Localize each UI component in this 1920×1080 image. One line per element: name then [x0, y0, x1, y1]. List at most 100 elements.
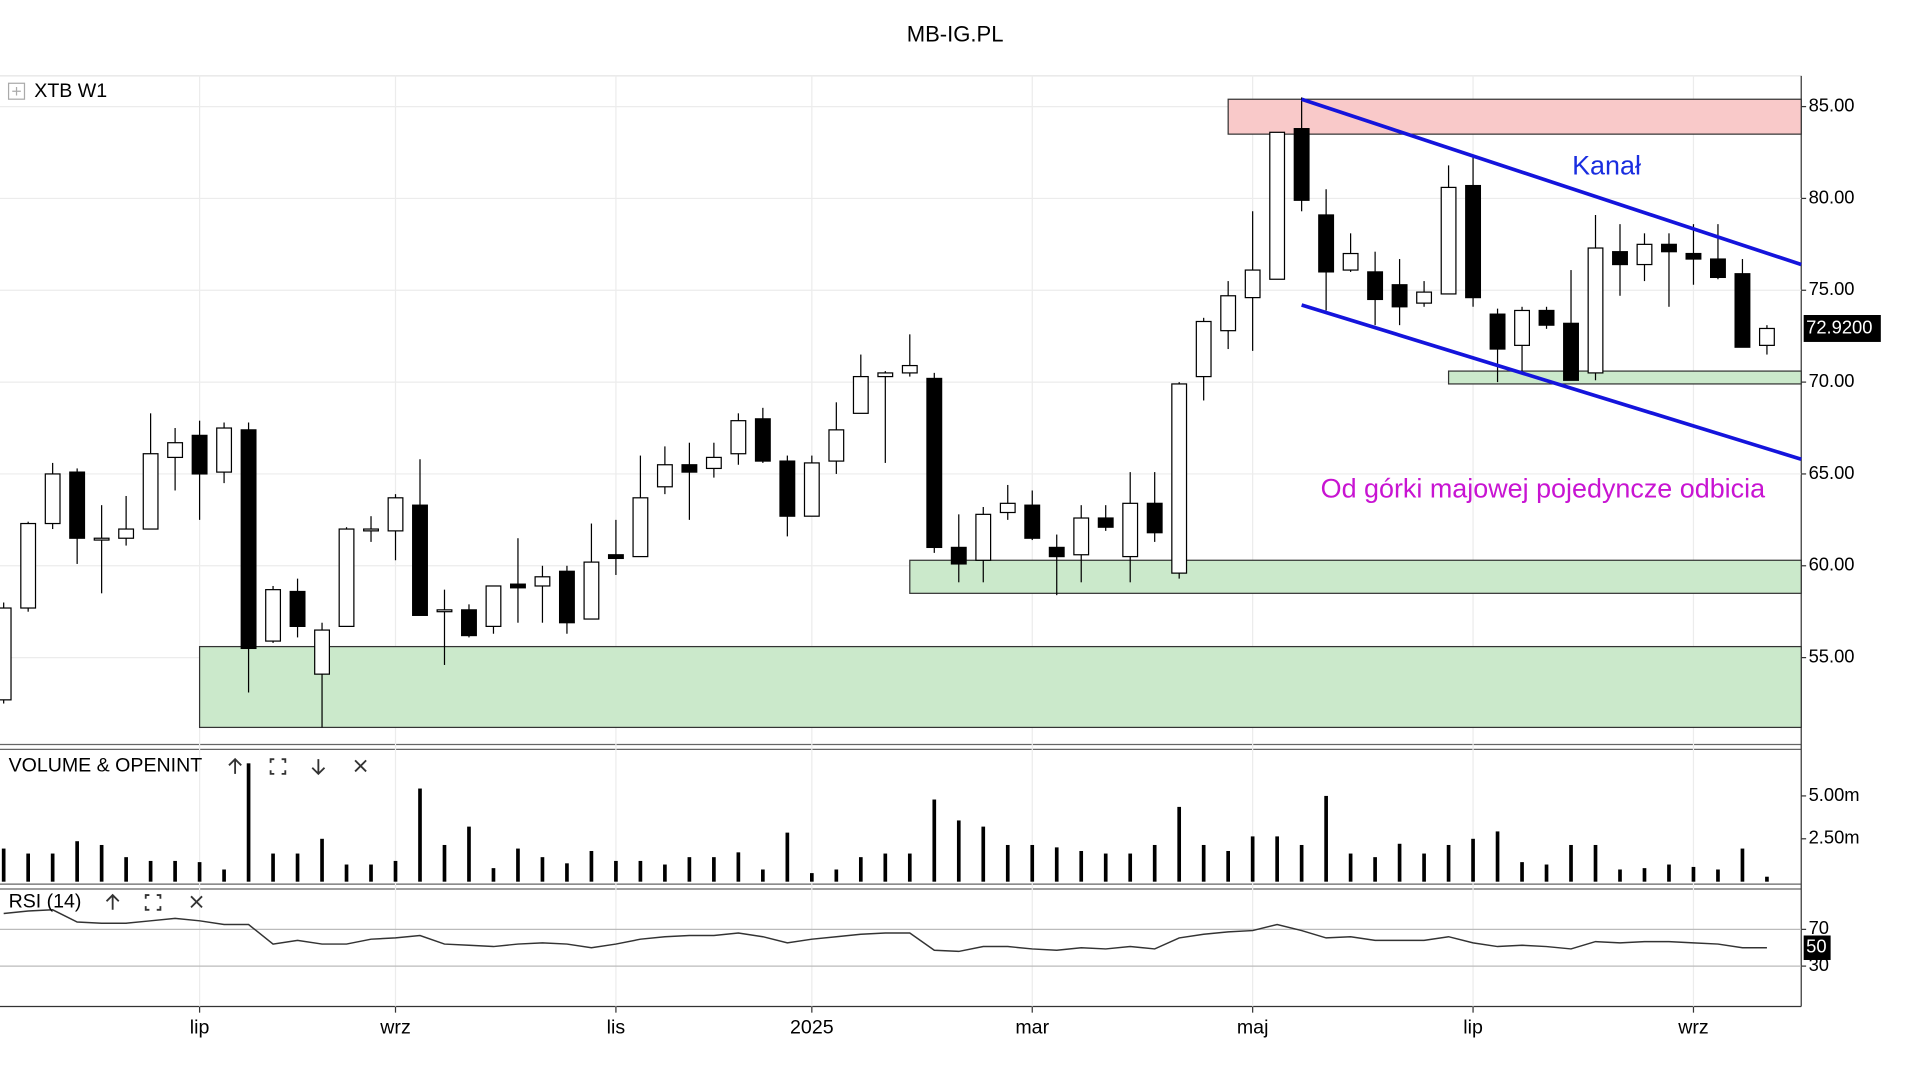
volume-bar [1324, 795, 1328, 882]
candle-body [338, 528, 355, 627]
volume-bar [1495, 831, 1500, 882]
candle-body [69, 471, 86, 539]
volume-bar [858, 857, 863, 882]
candle-body [44, 473, 61, 525]
volume-bar [1740, 848, 1745, 882]
panel-label: RSI (14) [9, 891, 82, 913]
candle-body [681, 464, 698, 473]
y-tick-label: 55.00 [1809, 645, 1855, 666]
close-icon[interactable] [190, 895, 203, 908]
volume-bar [589, 850, 594, 882]
volume-bar [50, 853, 55, 882]
trend-line [1301, 97, 1802, 267]
chart-title: MB-IG.PL [907, 21, 1004, 46]
candle-body [730, 420, 747, 455]
candle-body [828, 429, 845, 462]
y-tick-label: 70.00 [1809, 370, 1855, 391]
x-tick-label: lip [190, 1017, 210, 1039]
volume-bar [75, 841, 79, 882]
volume-bar [540, 857, 545, 882]
volume-bar [810, 873, 814, 882]
volume-bar [1716, 869, 1720, 882]
volume-bar [565, 863, 569, 882]
volume-bar [1275, 836, 1279, 882]
volume-bar [344, 864, 349, 882]
volume-bar [785, 832, 790, 882]
candle-body [142, 453, 159, 530]
candle-body [950, 546, 967, 565]
candle-body [1146, 502, 1163, 534]
volume-bar [393, 860, 398, 882]
volume-bar [1593, 844, 1598, 882]
candle-body [607, 554, 624, 560]
x-tick-label: lis [607, 1017, 626, 1039]
expand-icon[interactable] [7, 82, 26, 100]
move-up-icon[interactable] [105, 893, 120, 910]
candle-body [436, 609, 453, 613]
candle-body [656, 464, 673, 488]
volume-bar [712, 857, 716, 882]
candle-body [1612, 251, 1628, 266]
volume-bar [418, 788, 422, 882]
candle-body [877, 372, 894, 378]
candle-body [93, 537, 110, 541]
volume-bar [1054, 847, 1059, 882]
volume-bar [1765, 876, 1769, 882]
close-icon[interactable] [354, 759, 367, 773]
candle-body [387, 497, 404, 532]
volume-bar [467, 826, 471, 882]
candle-body [1097, 517, 1114, 528]
maximize-icon[interactable] [269, 758, 287, 775]
candle-body [901, 364, 918, 374]
candle-body [1440, 186, 1457, 295]
volume-bar [883, 853, 888, 882]
candle-body [1587, 247, 1604, 374]
candle-body [1195, 320, 1212, 378]
volume-bar [369, 864, 373, 882]
volume-bar [834, 869, 839, 882]
volume-bar [638, 860, 643, 882]
trend-line [1301, 303, 1802, 461]
candle-body [289, 590, 306, 627]
rsi-value-label: 50 [1806, 936, 1826, 957]
volume-bar [1642, 868, 1647, 882]
y-tick-label: 5.00m [1809, 784, 1860, 805]
annotation: Od górki majowej pojedyncze odbicia [1321, 474, 1765, 504]
candle-body [534, 576, 551, 587]
volume-bar [1544, 864, 1549, 882]
candle-body [1171, 383, 1188, 574]
x-tick-label: 2025 [790, 1017, 834, 1039]
volume-bar [1226, 850, 1230, 882]
volume-bar [1128, 853, 1133, 882]
y-tick-label: 85.00 [1809, 94, 1855, 115]
panel-header: VOLUME & OPENINT [9, 755, 367, 777]
volume-bar [981, 826, 986, 882]
candle-body [314, 629, 330, 675]
volume-bar [1177, 806, 1182, 882]
candle-body [1073, 517, 1090, 556]
plot: lip wrz lis 2025 mar maj lip wrz 85.00 80.00 75.00… [0, 75, 1881, 1039]
candle-body [1220, 295, 1237, 332]
candle-body [926, 377, 943, 549]
volume-bar [1152, 844, 1157, 882]
candle-body [265, 589, 282, 642]
x-tick-label: wrz [379, 1017, 410, 1039]
maximize-icon[interactable] [144, 894, 162, 911]
volume-bar [197, 862, 202, 882]
last-price-box [1803, 315, 1881, 342]
candle-body [20, 522, 37, 609]
move-down-icon[interactable] [311, 759, 326, 776]
move-up-icon[interactable] [228, 757, 242, 774]
candle-body [999, 502, 1016, 514]
candle-body [705, 456, 722, 470]
volume-bar [1446, 844, 1451, 882]
candle-body [363, 528, 379, 532]
panel-header: XTB W1 [7, 80, 107, 102]
annotation: Kanał [1572, 150, 1641, 180]
y-tick-label: 60.00 [1809, 554, 1855, 575]
volume-bar [761, 869, 765, 882]
volume-bar [173, 860, 177, 882]
candle-body [1710, 258, 1726, 279]
